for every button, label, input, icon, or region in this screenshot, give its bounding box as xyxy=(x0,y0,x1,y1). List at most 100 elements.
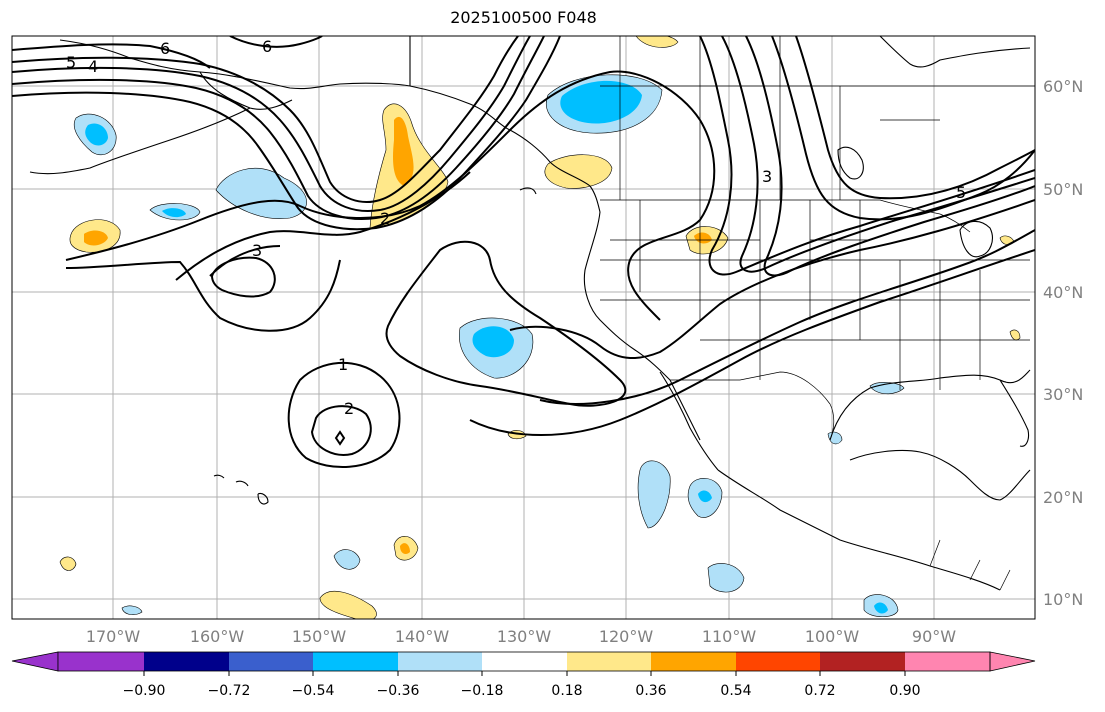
colorbar-tick-label: 0.72 xyxy=(804,683,835,699)
contour-1-pacific xyxy=(385,240,627,407)
colorbar-extend-max xyxy=(989,651,1036,672)
colorbar-tick-label: −0.90 xyxy=(123,683,166,699)
anomaly-shading xyxy=(59,36,1021,619)
contour-1-south xyxy=(287,362,401,468)
contour-label: 2 xyxy=(344,399,354,418)
lat-label: 30°N xyxy=(1043,385,1083,404)
contour-label: 3 xyxy=(762,167,772,186)
lat-label: 60°N xyxy=(1043,77,1083,96)
contour-3-trough-1 xyxy=(699,36,1035,276)
contour-3-ridge xyxy=(65,70,716,321)
contour-label: 5 xyxy=(66,53,76,72)
contour-5-band-3 xyxy=(12,36,545,220)
negative-anomaly-pacific-south-1 xyxy=(333,549,361,570)
contour-label: 5 xyxy=(956,183,966,202)
bc-coast xyxy=(409,85,601,213)
colorbar-segment xyxy=(820,652,905,671)
negative-anomaly-alaska-gulf-core xyxy=(560,80,642,124)
colorbar-tick-label: −0.36 xyxy=(377,683,420,699)
canada-provinces xyxy=(600,36,1035,200)
lon-label: 140°W xyxy=(395,627,450,646)
height-contours xyxy=(12,36,1035,468)
colorbar-tick-label: 0.54 xyxy=(720,683,751,699)
contour-label: 6 xyxy=(160,39,170,58)
longitude-labels: 170°W 160°W 150°W 140°W 130°W 120°W 110°… xyxy=(86,627,956,646)
hudson-bay xyxy=(879,36,1031,68)
contour-4-trough xyxy=(745,36,1035,277)
positive-anomaly-small-2 xyxy=(319,590,377,619)
lon-label: 130°W xyxy=(497,627,552,646)
colorbar-segment xyxy=(144,652,229,671)
contour-3-trough-2 xyxy=(721,36,1035,273)
contour-label: 4 xyxy=(88,57,98,76)
florida xyxy=(999,379,1030,447)
contour-5-trough xyxy=(771,36,1035,221)
political-borders xyxy=(409,36,1035,591)
lat-label: 50°N xyxy=(1043,180,1083,199)
contour-6-top xyxy=(229,36,323,48)
lon-label: 120°W xyxy=(599,627,654,646)
colorbar-tick-label: −0.72 xyxy=(208,683,251,699)
lon-label: 110°W xyxy=(702,627,757,646)
colorbar-segment xyxy=(482,652,567,671)
latitude-labels: 60°N 50°N 40°N 30°N 20°N 10°N xyxy=(1043,77,1083,609)
lat-label: 10°N xyxy=(1043,590,1083,609)
lat-label: 20°N xyxy=(1043,488,1083,507)
colorbar-segment xyxy=(229,652,313,671)
map-title: 2025100500 F048 xyxy=(450,8,597,27)
colorbar-tick-label: 0.90 xyxy=(889,683,920,699)
contour-label: 3 xyxy=(252,241,262,260)
contour-1-east xyxy=(509,199,1035,360)
colorbar-segment xyxy=(651,652,736,671)
lat-label: 40°N xyxy=(1043,283,1083,302)
alaska-peninsula xyxy=(29,71,293,175)
contour-labels: 6 6 5 4 3 2 1 2 3 5 xyxy=(66,37,966,418)
contour-6-west xyxy=(12,43,211,69)
contour-2-large xyxy=(65,259,341,332)
positive-anomaly-small-3 xyxy=(59,556,77,571)
contour-6-trough xyxy=(795,36,1035,200)
colorbar-tick-label: −0.54 xyxy=(292,683,335,699)
contour-2-east xyxy=(469,249,1035,436)
lon-label: 170°W xyxy=(86,627,141,646)
lon-label: 90°W xyxy=(912,627,956,646)
negative-anomaly-west-pacific-2 xyxy=(215,168,307,219)
coastlines xyxy=(29,36,1031,591)
great-lakes xyxy=(959,220,993,258)
colorbar-tick-label: 0.36 xyxy=(635,683,666,699)
contour-label: 6 xyxy=(262,37,272,56)
islands-south xyxy=(519,187,537,195)
negative-anomaly-pacific-south-2 xyxy=(707,563,745,593)
map-frame xyxy=(11,35,1036,620)
colorbar-tick-label: −0.18 xyxy=(461,683,504,699)
contour-5-band-1 xyxy=(12,36,519,203)
positive-anomaly-top xyxy=(635,36,679,48)
negative-anomaly-mexico-1 xyxy=(637,460,671,529)
contour-5-band-2 xyxy=(12,36,531,212)
colorbar-frame xyxy=(57,651,991,672)
lon-label: 100°W xyxy=(805,627,860,646)
lon-label: 160°W xyxy=(190,627,245,646)
colorbar-segment xyxy=(313,652,398,671)
central-america-borders xyxy=(929,539,1011,591)
contour-1-east-2 xyxy=(539,229,1035,405)
colorbar: −0.90 −0.72 −0.54 −0.36 −0.18 0.18 0.36 … xyxy=(11,651,1036,699)
contour-2-loop xyxy=(210,256,276,298)
colorbar-tick-label: 0.18 xyxy=(551,683,582,699)
colorbar-extend-min xyxy=(11,651,59,672)
colorbar-segment xyxy=(905,652,990,671)
colorbar-segment xyxy=(736,652,820,671)
contour-2-south xyxy=(310,405,372,456)
contour-label: 2 xyxy=(380,209,390,228)
us-mexico-border xyxy=(670,371,835,441)
mexico-pacific-coast xyxy=(717,469,1001,591)
positive-anomaly-pacific-nw xyxy=(544,154,613,189)
baja xyxy=(659,371,719,471)
contour-small-diamond xyxy=(334,430,346,446)
colorbar-segment xyxy=(567,652,651,671)
hawaii xyxy=(213,474,269,505)
colorbar-segment xyxy=(58,652,144,671)
contour-label: 1 xyxy=(338,355,348,374)
lon-label: 150°W xyxy=(292,627,347,646)
